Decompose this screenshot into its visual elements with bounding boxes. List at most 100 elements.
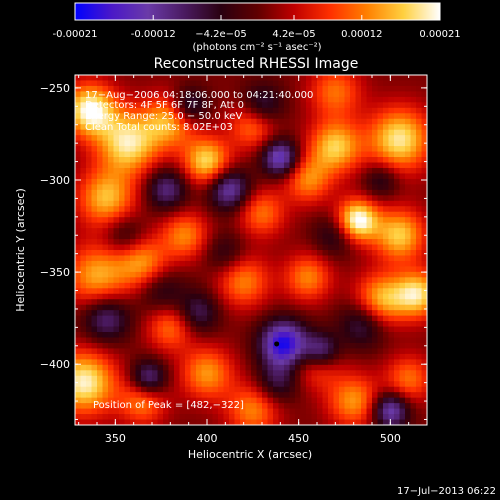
heatmap-cell [218,260,224,267]
chart-title: Reconstructed RHESSI Image [154,56,359,72]
heatmap-cell [267,299,274,306]
heatmap-cell [179,244,186,251]
heatmap-cell [344,359,351,366]
heatmap-cell [223,348,230,355]
heatmap-cell [262,244,268,251]
heatmap-cell [289,288,296,295]
heatmap-cell [119,364,125,371]
heatmap-cell [245,403,252,409]
heatmap-cell [141,233,147,240]
heatmap-cell [372,140,378,147]
heatmap-cell [377,266,384,273]
heatmap-cell [196,386,202,393]
heatmap-cell [229,403,235,409]
heatmap-cell [289,178,296,185]
heatmap-cell [333,233,340,240]
heatmap-cell [394,222,400,229]
heatmap-cell [119,315,125,322]
heatmap-cell [267,233,274,240]
heatmap-cell [229,359,235,366]
heatmap-cell [168,140,175,147]
heatmap-cell [421,162,428,169]
heatmap-cell [306,178,312,185]
heatmap-cell [207,310,213,317]
heatmap-cell [97,222,103,229]
heatmap-cell [383,381,389,388]
heatmap-cell [416,239,422,245]
heatmap-cell [278,288,285,295]
heatmap-cell [328,211,334,218]
heatmap-cell [322,315,329,322]
heatmap-cell [157,337,164,344]
heatmap-cell [207,381,213,388]
heatmap-cell [394,211,400,218]
heatmap-cell [234,184,241,191]
heatmap-cell [256,195,263,202]
heatmap-cell [190,85,197,92]
heatmap-cell [273,96,279,103]
heatmap-cell [196,167,202,174]
heatmap-cell [388,113,395,120]
heatmap-cell [377,102,384,109]
heatmap-cell [201,217,208,224]
heatmap-cell [355,107,362,114]
heatmap-cell [306,140,312,147]
heatmap-cell [317,195,323,202]
heatmap-cell [130,233,136,240]
heatmap-cell [405,414,411,420]
heatmap-cell [306,397,312,404]
heatmap-cell [410,326,417,333]
heatmap-cell [86,414,92,420]
heatmap-cell [152,266,158,273]
heatmap-cell [311,184,318,191]
heatmap-cell [317,211,323,218]
heatmap-cell [355,332,362,338]
heatmap-cell [339,370,345,377]
heatmap-cell [267,353,274,360]
heatmap-cell [240,250,246,256]
heatmap-cell [322,271,329,278]
heatmap-cell [339,381,345,388]
heatmap-cell [328,364,334,371]
heatmap-cell [361,419,367,426]
heatmap-cell [416,304,422,311]
heatmap-cell [361,408,367,415]
heatmap-cell [284,200,290,207]
heatmap-cell [322,397,329,404]
heatmap-cell [163,403,169,409]
heatmap-cell [190,244,197,251]
heatmap-cell [333,337,340,344]
heatmap-cell [80,140,87,147]
heatmap-cell [317,244,323,251]
heatmap-cell [388,217,395,224]
heatmap-cell [361,75,367,81]
heatmap-cell [306,392,312,399]
heatmap-cell [102,211,109,218]
heatmap-cell [377,96,384,103]
heatmap-cell [141,332,147,338]
heatmap-cell [377,80,384,87]
heatmap-cell [119,326,125,333]
heatmap-cell [196,326,202,333]
heatmap-cell [399,129,406,136]
heatmap-cell [361,189,367,196]
heatmap-cell [394,288,400,295]
heatmap-cell [278,392,285,399]
heatmap-cell [130,140,136,147]
heatmap-cell [196,80,202,87]
heatmap-cell [86,381,92,388]
heatmap-cell [328,375,334,382]
heatmap-cell [317,419,323,426]
heatmap-cell [168,217,175,224]
heatmap-cell [355,359,362,366]
heatmap-cell [322,321,329,327]
heatmap-cell [273,359,279,366]
heatmap-cell [421,408,428,415]
heatmap-cell [108,178,114,185]
heatmap-cell [185,124,191,131]
heatmap-cell [196,85,202,92]
heatmap-cell [234,96,241,103]
heatmap-cell [234,211,241,218]
heatmap-cell [416,392,422,399]
heatmap-cell [179,200,186,207]
